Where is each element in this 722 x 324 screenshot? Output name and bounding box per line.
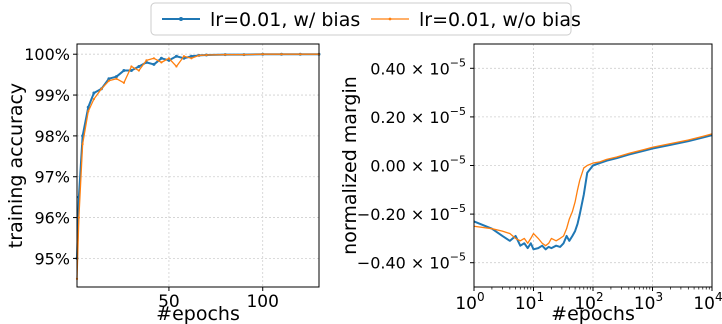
series-line <box>76 53 319 279</box>
data-point <box>197 54 201 57</box>
data-point <box>152 62 156 66</box>
data-point <box>189 54 193 58</box>
y-tick-label: 0.40 × 10−5 <box>370 56 466 78</box>
data-point <box>299 53 302 56</box>
y-tick-label: 0.00 × 10−5 <box>370 154 466 176</box>
legend-marker <box>179 17 183 21</box>
data-point <box>114 75 118 79</box>
x-axis-label: #epochs <box>551 303 635 324</box>
y-tick-label: 0.20 × 10−5 <box>370 105 466 127</box>
y-tick-label: −0.40 × 10−5 <box>357 251 466 273</box>
data-point <box>159 56 163 60</box>
x-tick-label: 102 <box>574 290 603 314</box>
y-tick-label: 96% <box>34 209 70 228</box>
y-tick-label: −0.20 × 10−5 <box>357 202 466 224</box>
x-tick-label: 104 <box>693 290 722 314</box>
series-line <box>473 134 713 251</box>
data-point <box>130 65 133 68</box>
y-axis-label: training accuracy <box>5 83 27 248</box>
data-point <box>190 57 193 60</box>
data-point <box>137 69 141 72</box>
data-point <box>167 57 171 60</box>
data-point <box>280 53 283 56</box>
data-point <box>174 54 178 58</box>
y-axis-label: normalized margin <box>339 76 361 255</box>
data-point <box>175 65 178 68</box>
x-tick-label: 50 <box>158 292 180 312</box>
data-point <box>152 57 156 60</box>
data-point <box>122 69 126 73</box>
legend-marker <box>388 17 392 21</box>
data-point <box>242 53 246 56</box>
x-tick-label: 103 <box>634 290 663 314</box>
data-point <box>182 55 186 58</box>
legend: lr=0.01, w/ bias lr=0.01, w/o bias <box>150 2 581 36</box>
data-point <box>81 142 84 146</box>
legend-label: lr=0.01, w/ bias <box>210 9 360 31</box>
normalized-margin-chart: 100 101 102 103 104 −0.40 × 10−5 −0.20 × 10−5 0… <box>339 43 722 324</box>
data-point <box>261 53 264 56</box>
data-point <box>129 69 133 73</box>
data-point <box>107 77 111 81</box>
series-line <box>473 133 713 247</box>
y-tick-label: 99% <box>34 86 70 105</box>
axes-frame <box>76 43 320 288</box>
y-tick-label: 98% <box>34 127 70 146</box>
series-line <box>76 53 319 259</box>
data-point <box>160 61 163 64</box>
data-point <box>224 53 227 56</box>
data-point <box>100 87 103 91</box>
data-point <box>205 53 208 57</box>
y-tick-label: 97% <box>34 168 70 187</box>
data-point <box>92 91 96 95</box>
data-point <box>122 81 125 84</box>
data-point <box>92 98 95 101</box>
data-point <box>137 64 141 68</box>
data-point <box>86 105 90 109</box>
legend-box <box>150 2 572 36</box>
data-point <box>87 110 90 113</box>
training-accuracy-chart: 50 100 95% 96% 97% 98% 99% 100% #epochs training … <box>5 43 321 324</box>
data-point <box>145 59 148 62</box>
x-tick-label: 101 <box>515 290 544 314</box>
x-tick-label: 100 <box>246 292 278 312</box>
x-axis-label: #epochs <box>156 303 240 324</box>
legend-item: lr=0.01, w/o bias <box>371 9 581 31</box>
y-tick-label: 95% <box>34 249 70 268</box>
data-point <box>77 216 80 219</box>
legend-item: lr=0.01, w/ bias <box>162 9 360 31</box>
data-point <box>107 79 110 82</box>
data-point <box>115 77 118 80</box>
y-tick-label: 100% <box>24 45 70 64</box>
x-tick-label: 100 <box>455 290 484 314</box>
legend-label: lr=0.01, w/o bias <box>419 9 581 31</box>
